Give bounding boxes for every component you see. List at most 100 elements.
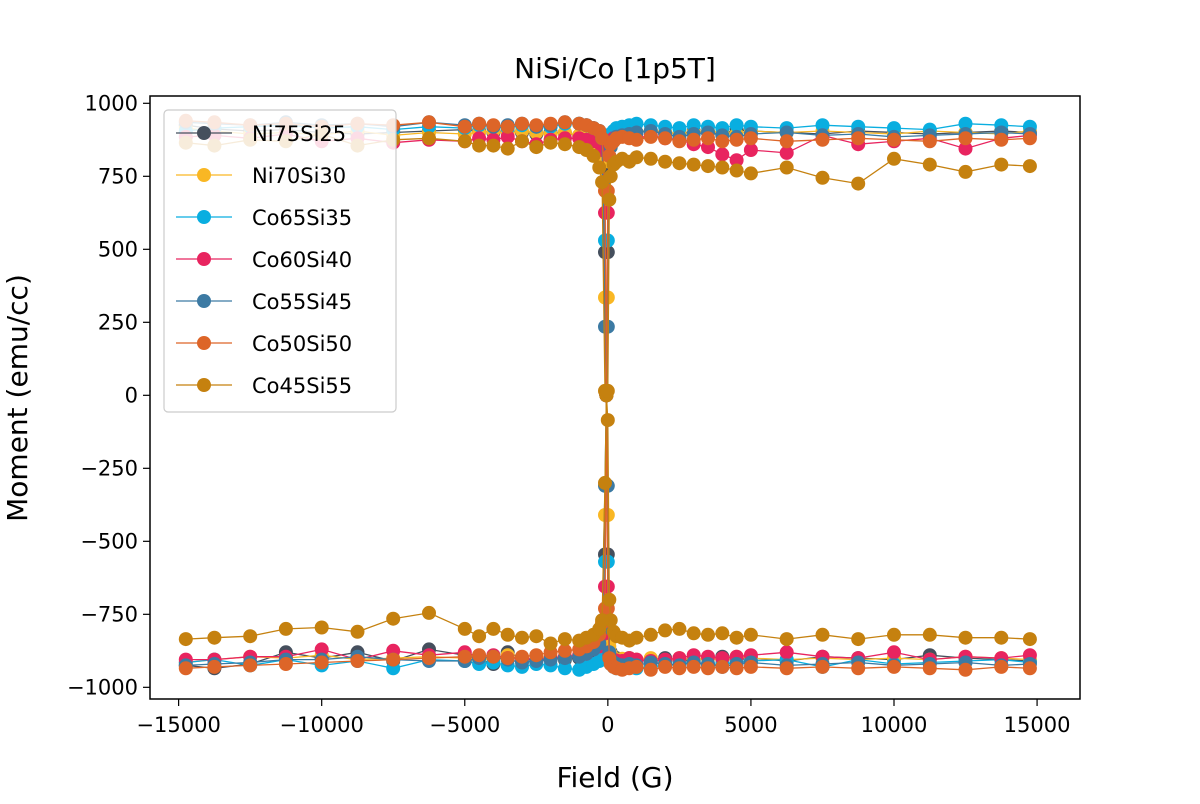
legend-item: Co55Si45: [176, 290, 352, 314]
legend-label: Co50Si50: [252, 332, 352, 356]
data-point: [779, 134, 794, 149]
data-point: [994, 132, 1009, 147]
data-point: [586, 148, 601, 163]
plot-frame: [149, 95, 1081, 700]
y-tick-label: −500: [80, 529, 138, 553]
data-point: [887, 645, 901, 660]
data-point: [743, 627, 758, 642]
data-point: [851, 632, 866, 647]
data-point: [887, 132, 901, 147]
data-point: [887, 659, 901, 674]
data-point: [743, 143, 758, 157]
legend-box: [163, 109, 397, 413]
data-point: [600, 383, 615, 398]
data-point: [958, 164, 973, 179]
data-point: [350, 624, 365, 639]
data-point: [958, 141, 973, 156]
data-point: [701, 627, 715, 642]
data-point: [851, 176, 866, 191]
legend-label: Co60Si40: [252, 248, 352, 272]
y-tick-label: −1000: [67, 675, 138, 699]
data-point: [851, 131, 866, 146]
data-point: [486, 649, 501, 664]
x-axis-label: Field (G): [556, 761, 673, 794]
data-point: [500, 129, 515, 144]
legend-marker: [197, 210, 211, 224]
legend-item: Ni70Si30: [176, 164, 346, 188]
data-point: [207, 659, 222, 674]
data-point: [922, 627, 937, 642]
data-point: [701, 661, 715, 676]
data-point: [643, 662, 658, 677]
data-point: [643, 627, 658, 642]
ticks-layer: −15000 −10000 −5000 0 5000 10000 15000−1000−75…: [67, 91, 1071, 737]
data-point: [422, 651, 436, 666]
data-point: [922, 134, 937, 149]
data-point: [557, 632, 572, 647]
data-point: [595, 613, 610, 628]
data-point: [887, 627, 901, 642]
x-tick-label: −5000: [429, 713, 500, 737]
data-point: [500, 651, 515, 666]
data-point: [672, 134, 687, 149]
data-point: [643, 151, 658, 166]
x-tick-label: −15000: [136, 713, 220, 737]
data-point: [178, 632, 193, 647]
legend-marker: [197, 252, 211, 266]
legend-label: Co55Si45: [252, 290, 352, 314]
data-point: [529, 629, 544, 644]
data-point: [243, 629, 258, 644]
data-point: [515, 116, 529, 131]
data-point: [457, 134, 472, 149]
y-tick-label: −250: [80, 456, 138, 480]
data-point: [422, 131, 436, 146]
data-point: [557, 137, 572, 152]
data-point: [729, 132, 744, 147]
data-point: [994, 630, 1009, 645]
data-point: [729, 661, 744, 676]
legend-marker: [197, 378, 211, 392]
data-point: [557, 643, 572, 658]
data-point: [457, 649, 472, 664]
data-point: [779, 632, 794, 647]
y-tick-label: 750: [98, 164, 138, 188]
data-point: [629, 630, 644, 645]
data-point: [314, 642, 329, 657]
data-point: [994, 157, 1009, 172]
data-point: [207, 630, 222, 645]
data-point: [350, 654, 365, 668]
data-point: [729, 630, 744, 645]
data-point: [1022, 661, 1037, 676]
data-point: [658, 659, 673, 674]
data-point: [543, 135, 558, 150]
data-point: [603, 169, 618, 184]
legend-item: Co60Si40: [176, 248, 352, 272]
data-point: [500, 141, 515, 156]
data-point: [815, 170, 830, 185]
data-point: [500, 119, 515, 134]
legend-marker: [197, 336, 211, 350]
data-point: [629, 150, 644, 165]
data-point: [994, 659, 1009, 674]
data-point: [922, 157, 937, 172]
legend: Ni75Si25 Ni70Si30 Co65Si35 Co60Si40 Co55Si45…: [163, 109, 397, 413]
x-tick-label: −10000: [279, 713, 363, 737]
data-point: [672, 661, 687, 676]
data-point: [602, 192, 617, 207]
data-point: [472, 629, 487, 644]
data-point: [422, 115, 436, 130]
chart-title: NiSi/Co [1p5T]: [514, 52, 716, 85]
data-point: [686, 132, 701, 147]
data-point: [472, 648, 487, 663]
data-point: [815, 627, 830, 642]
data-point: [743, 166, 758, 181]
legend-label: Co65Si35: [252, 206, 352, 230]
data-point: [922, 661, 937, 676]
data-point: [729, 163, 744, 178]
data-point: [715, 134, 730, 149]
data-point: [715, 659, 730, 674]
data-point: [500, 627, 515, 642]
data-point: [243, 658, 258, 673]
